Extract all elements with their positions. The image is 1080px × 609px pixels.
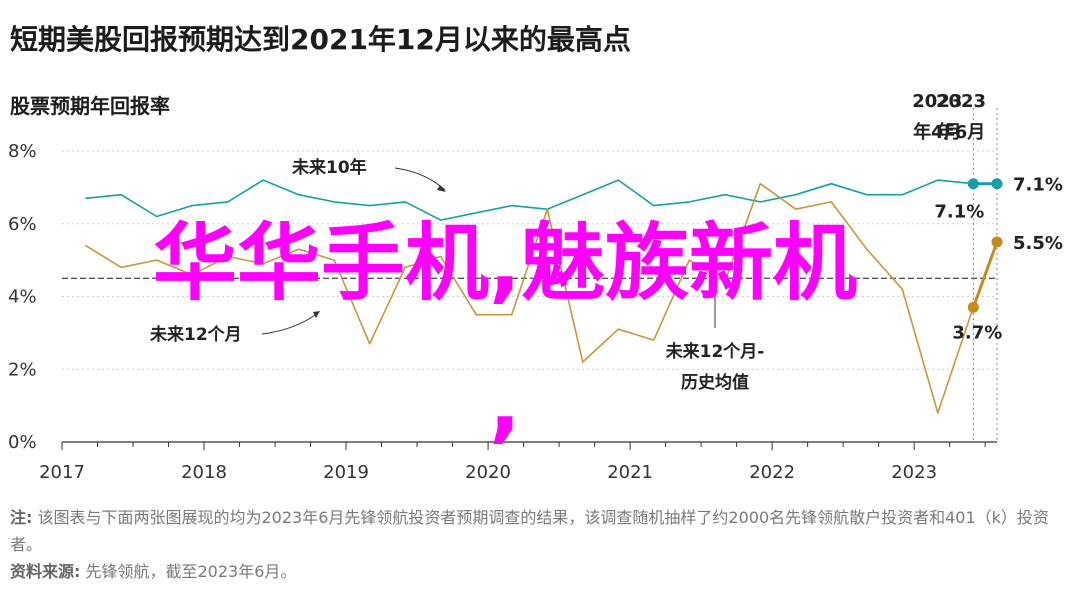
data-point (85, 197, 87, 199)
data-point (404, 266, 406, 268)
y-tick-label: 8% (8, 141, 37, 162)
annotation-average-line2: 历史均值 (681, 372, 749, 393)
twelve-month-series-line (85, 182, 975, 414)
data-point (759, 201, 761, 203)
x-tick-label: 2023 (891, 462, 937, 483)
data-point (653, 204, 655, 207)
highlight-point (967, 301, 979, 313)
data-point (298, 194, 300, 196)
data-point (475, 314, 477, 316)
note-label: 注: (10, 508, 33, 527)
data-point (653, 339, 655, 341)
data-point (866, 248, 868, 250)
data-point (369, 204, 371, 207)
value-label-prior-ten-year: 7.1% (934, 202, 984, 223)
data-point (85, 244, 87, 247)
annotation-ten-year-arrowhead (437, 185, 446, 192)
data-point (546, 208, 548, 210)
annotation-average-line1: 未来12个月- (665, 341, 765, 362)
data-point (369, 343, 371, 345)
y-tick-label: 0% (8, 432, 37, 453)
data-point (759, 183, 761, 185)
x-tick-label: 2020 (465, 462, 511, 483)
highlight-point (991, 178, 1003, 190)
data-point (262, 263, 264, 265)
chart-title: 短期美股回报预期达到2021年12月以来的最高点 (10, 23, 631, 56)
data-point (511, 204, 513, 207)
x-tick-label: 2021 (607, 462, 653, 483)
marker-month-label: 年4月 (913, 121, 962, 143)
marker-year-label: 2023 (912, 91, 962, 112)
value-label-latest-ten-year: 7.1% (1013, 175, 1063, 196)
data-point (156, 215, 158, 218)
data-point (156, 259, 158, 261)
ten-year-series-line (85, 179, 974, 221)
y-tick-label: 6% (8, 214, 37, 235)
source-label: 资料来源: (10, 562, 81, 581)
data-point (511, 314, 513, 316)
data-point (333, 259, 335, 261)
data-point (617, 328, 619, 330)
line-chart: 0% 2% 4% 6% 8% 2017 2018 2019 2020 2021 2022 2023 2… (8, 91, 1063, 483)
data-point (191, 204, 193, 207)
note-text: 该图表与下面两张图展现的均为2023年6月先锋领航投资者预期调查的结果，该调查随… (10, 508, 1049, 554)
data-point (120, 266, 122, 268)
data-point (617, 179, 619, 181)
data-point (475, 212, 477, 214)
x-tick-label: 2019 (323, 462, 369, 483)
data-point (724, 194, 726, 196)
data-point (901, 288, 903, 290)
highlight-point (991, 236, 1003, 248)
data-point (440, 255, 442, 258)
data-point (830, 201, 832, 203)
data-point (937, 412, 939, 414)
data-point (937, 179, 939, 181)
data-point (333, 201, 335, 203)
annotation-twelve-month-arrow (261, 312, 319, 335)
x-tick-label: 2017 (39, 462, 85, 483)
data-point (404, 201, 406, 203)
note-line: 注: 该图表与下面两张图展现的均为2023年6月先锋领航投资者预期调查的结果，该… (10, 504, 1070, 558)
x-tick-label: 2022 (749, 462, 795, 483)
data-point (866, 194, 868, 196)
highlight-point (967, 178, 979, 190)
data-point (298, 248, 300, 250)
y-tick-label: 2% (8, 359, 37, 380)
data-point (830, 183, 832, 185)
y-tick-label: 4% (8, 287, 37, 308)
chart-subtitle: 股票预期年回报率 (10, 94, 170, 118)
source-line: 资料来源: 先锋领航，截至2023年6月。 (10, 558, 1070, 585)
data-point (440, 219, 442, 221)
x-tick-label: 2018 (181, 462, 227, 483)
annotation-ten-year-arrow (394, 167, 446, 191)
annotation-twelve-month-arrowhead (313, 311, 320, 318)
data-point (688, 259, 690, 261)
marker-month-label: 年6月 (937, 121, 986, 143)
data-point (191, 274, 193, 276)
value-label-prior-twelve-month: 3.7% (952, 322, 1002, 343)
value-label-latest-twelve-month: 5.5% (1013, 233, 1063, 254)
data-point (120, 194, 122, 196)
data-point (795, 194, 797, 196)
data-point (227, 255, 229, 258)
data-point (795, 208, 797, 210)
data-point (724, 281, 726, 283)
data-point (582, 361, 584, 363)
annotation-ten-year: 未来10年 (291, 157, 367, 178)
source-text: 先锋领航，截至2023年6月。 (85, 562, 297, 581)
data-point (901, 194, 903, 196)
marker-year-label: 2023 (936, 91, 986, 112)
chart-notes: 注: 该图表与下面两张图展现的均为2023年6月先锋领航投资者预期调查的结果，该… (10, 504, 1070, 585)
data-point (582, 194, 584, 196)
data-point (227, 201, 229, 203)
data-point (688, 201, 690, 203)
twelve-month-latest-segment (971, 241, 999, 308)
data-point (262, 179, 264, 181)
annotation-twelve-month: 未来12个月 (149, 324, 242, 345)
